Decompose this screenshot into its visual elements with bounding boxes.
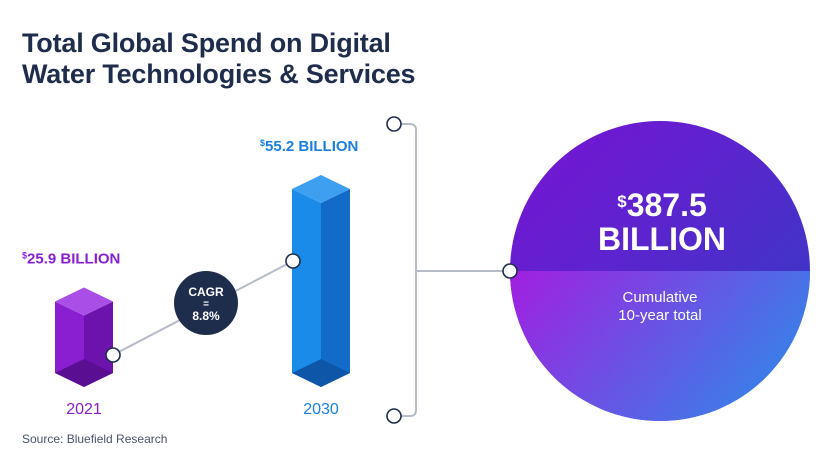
bar-2030-node: [285, 253, 301, 269]
bracket: [401, 123, 508, 417]
value-label-2030-text: 55.2 BILLION: [265, 138, 358, 155]
category-label-2030: 2030: [303, 401, 339, 418]
bracket-line: [401, 123, 417, 417]
bar-top-face: [292, 175, 350, 203]
bar-2021-node: [105, 347, 121, 363]
bracket-bottom-node: [386, 408, 402, 424]
chart-title-line-1: Total Global Spend on Digital: [22, 28, 391, 58]
cumulative-amount-value: 387.5: [627, 187, 707, 223]
value-label-2021-text: 25.9 BILLION: [27, 251, 120, 268]
bracket-top-node: [386, 116, 402, 132]
cagr-label: CAGR: [188, 285, 224, 299]
source-note: Source: Bluefield Research: [22, 432, 167, 446]
value-label-2030-currency: $: [260, 138, 265, 148]
value-label-2021: $25.9 BILLION: [22, 251, 120, 268]
bar-left-face: [292, 189, 321, 387]
cumulative-circle: [510, 121, 810, 421]
bar-right-face: [321, 189, 350, 387]
bar-2021: [55, 287, 113, 387]
cumulative-caption-line-1: Cumulative: [622, 289, 697, 306]
cumulative-unit: BILLION: [598, 221, 726, 257]
bar-2030: [292, 175, 350, 387]
value-label-2030: $55.2 BILLION: [260, 138, 358, 155]
bar-bottom-face: [55, 359, 113, 387]
cagr-badge-circle: [174, 271, 238, 335]
value-label-2021-currency: $: [22, 251, 27, 261]
cumulative-amount: $387.5: [617, 187, 707, 223]
cagr-equals: =: [203, 299, 209, 310]
cagr-value: 8.8%: [192, 309, 220, 323]
cumulative-caption-line-2: 10-year total: [618, 307, 701, 324]
cagr-badge: CAGR = 8.8%: [174, 271, 238, 335]
chart-title-line-2: Water Technologies & Services: [22, 59, 416, 89]
cumulative-node: [502, 263, 518, 279]
bar-top-face: [55, 287, 113, 316]
cumulative-currency: $: [617, 192, 627, 211]
bar-bottom-face: [292, 359, 350, 387]
chart-title: Total Global Spend on Digital Water Tech…: [22, 28, 416, 90]
category-label-2021: 2021: [66, 401, 102, 418]
